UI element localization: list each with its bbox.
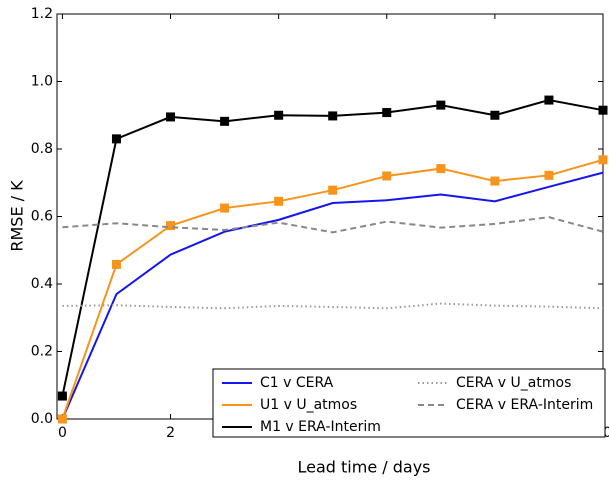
data-point <box>490 110 500 120</box>
y-tick-label: 0.8 <box>31 141 53 157</box>
data-point <box>220 116 230 126</box>
data-point <box>436 164 446 174</box>
data-point <box>166 112 176 122</box>
x-tick-label: 0 <box>58 425 67 441</box>
data-point <box>57 391 67 401</box>
legend-label: M1 v ERA-Interim <box>260 419 381 435</box>
series-line <box>62 216 604 234</box>
y-tick-label: 0.6 <box>31 209 53 225</box>
data-point <box>544 170 554 180</box>
y-tick-label: 0.0 <box>31 411 53 427</box>
legend-label: CERA v ERA-Interim <box>456 397 593 413</box>
series-line <box>61 99 604 397</box>
legend-label: C1 v CERA <box>260 375 334 391</box>
data-point <box>490 176 500 186</box>
data-point <box>274 110 284 120</box>
y-tick-label: 0.2 <box>31 344 53 360</box>
y-tick-label: 0.4 <box>31 276 53 292</box>
data-point <box>598 105 608 115</box>
legend-label: U1 v U_atmos <box>260 397 357 413</box>
y-axis-label: RMSE / K <box>8 180 27 252</box>
data-point <box>166 221 176 231</box>
series-line <box>62 302 604 310</box>
data-point <box>328 185 338 195</box>
data-point <box>382 171 392 181</box>
data-point <box>328 111 338 121</box>
data-point <box>111 134 121 144</box>
legend-label: CERA v U_atmos <box>456 375 571 391</box>
y-tick-label: 1.0 <box>31 74 53 90</box>
x-axis-label: Lead time / days <box>298 458 431 477</box>
y-tick-label: 1.2 <box>31 6 53 22</box>
data-point <box>274 196 284 206</box>
plot-area <box>56 13 604 420</box>
data-point <box>436 100 446 110</box>
x-tick-label: 2 <box>166 425 175 441</box>
data-point <box>598 155 608 165</box>
data-point <box>544 95 554 105</box>
series-line <box>61 171 604 420</box>
legend-box <box>212 368 606 438</box>
data-point <box>220 203 230 213</box>
data-point <box>57 414 67 424</box>
data-point <box>111 259 121 269</box>
data-point <box>382 108 392 118</box>
